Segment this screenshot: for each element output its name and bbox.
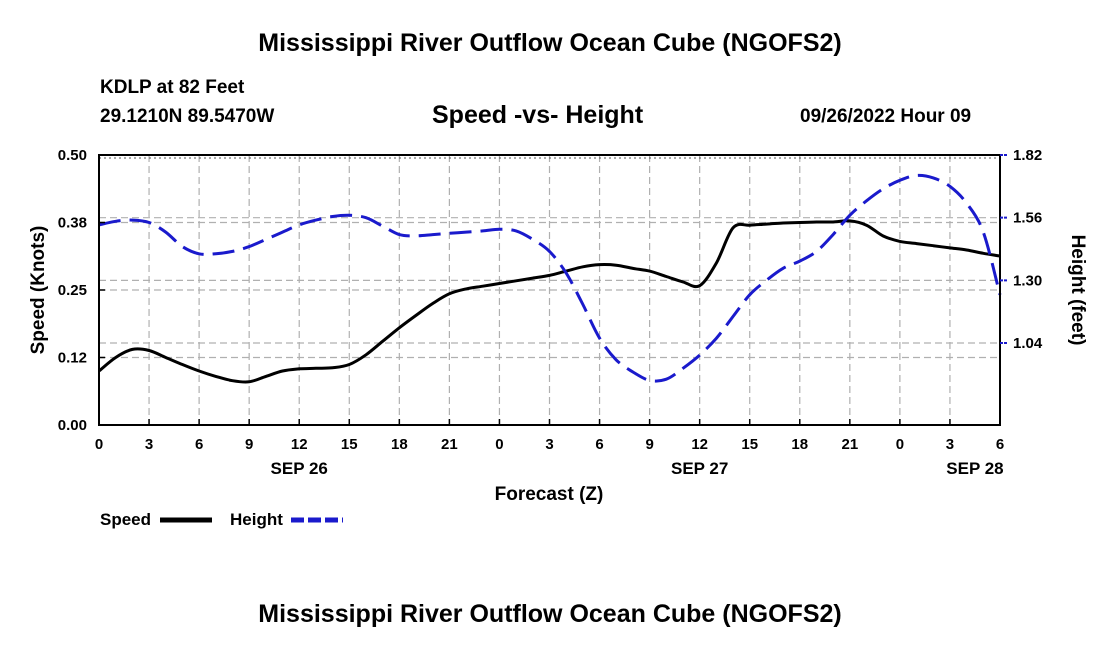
- y2-tick-label: 1.04: [1013, 335, 1043, 352]
- x-tick-label: 18: [791, 436, 808, 453]
- date-label: SEP 27: [671, 459, 728, 478]
- y-tick-label: 0.00: [58, 417, 87, 434]
- chart-title: Speed -vs- Height: [432, 101, 644, 129]
- legend-speed-label: Speed: [100, 510, 151, 529]
- x-tick-label: 18: [391, 436, 408, 453]
- x-tick-label: 15: [741, 436, 758, 453]
- y-axis-label: Speed (Knots): [28, 226, 49, 355]
- y-tick-label: 0.12: [58, 350, 87, 367]
- y2-tick-label: 1.82: [1013, 147, 1042, 164]
- x-tick-label: 6: [996, 436, 1004, 453]
- x-tick-label: 12: [291, 436, 308, 453]
- station-coords: 29.1210N 89.5470W: [100, 106, 275, 127]
- x-tick-label: 15: [341, 436, 358, 453]
- y2-tick-label: 1.30: [1013, 272, 1042, 289]
- x-tick-label: 0: [95, 436, 103, 453]
- x-axis-label: Forecast (Z): [495, 484, 604, 505]
- legend-height-label: Height: [230, 510, 283, 529]
- speed-series-line: [98, 219, 1001, 384]
- page-title: Mississippi River Outflow Ocean Cube (NG…: [258, 29, 842, 57]
- station-name: KDLP at 82 Feet: [100, 77, 245, 98]
- x-tick-label: 9: [645, 436, 653, 453]
- x-tick-label: 12: [691, 436, 708, 453]
- x-tick-label: 3: [145, 436, 153, 453]
- x-tick-label: 21: [841, 436, 858, 453]
- footer-title: Mississippi River Outflow Ocean Cube (NG…: [258, 600, 842, 628]
- legend: Speed Height: [100, 510, 343, 529]
- forecast-date: 09/26/2022 Hour 09: [800, 106, 972, 127]
- x-tick-label: 6: [195, 436, 203, 453]
- height-series-line: [98, 173, 1002, 383]
- date-label: SEP 28: [946, 459, 1003, 478]
- x-tick-label: 21: [441, 436, 458, 453]
- x-tick-label: 9: [245, 436, 253, 453]
- x-tick-label: 6: [595, 436, 603, 453]
- date-label: SEP 26: [271, 459, 328, 478]
- y-tick-label: 0.38: [58, 215, 87, 232]
- x-tick-label: 3: [946, 436, 954, 453]
- x-tick-label: 0: [495, 436, 503, 453]
- x-tick-label: 3: [545, 436, 553, 453]
- y-tick-label: 0.50: [58, 147, 87, 164]
- x-tick-label: 0: [896, 436, 904, 453]
- y2-tick-label: 1.56: [1013, 210, 1042, 227]
- y-tick-label: 0.25: [58, 282, 87, 299]
- y2-axis-label: Height (feet): [1067, 235, 1088, 346]
